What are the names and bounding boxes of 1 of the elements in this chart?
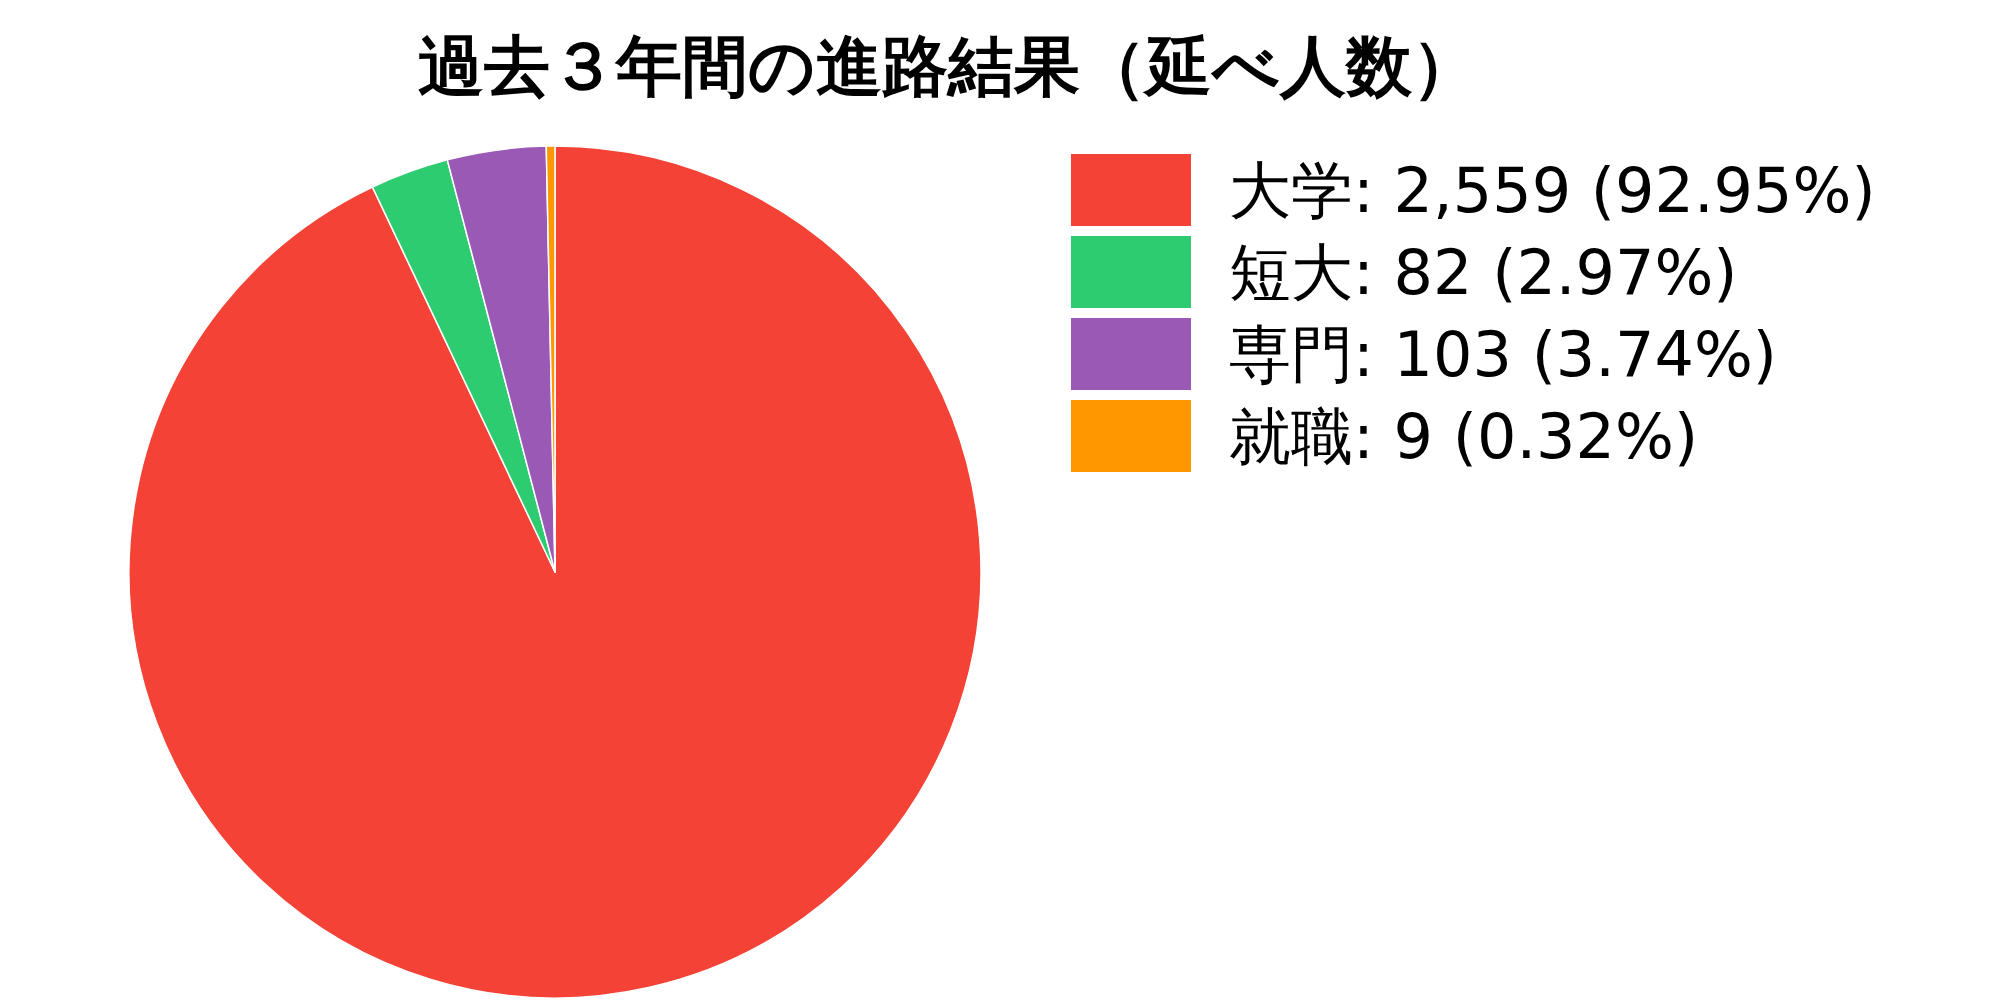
title: 過去３年間の進路結果（延べ人数）: [418, 27, 1478, 105]
